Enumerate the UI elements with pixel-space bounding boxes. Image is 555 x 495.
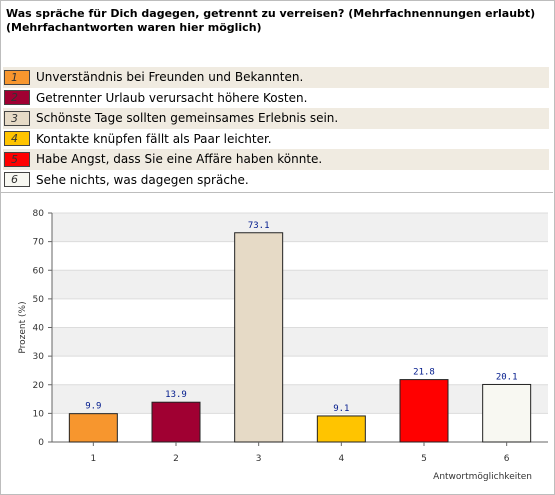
x-tick-label: 5	[421, 454, 427, 464]
x-tick-label: 4	[338, 454, 344, 464]
data-label: 73.1	[248, 221, 270, 231]
bar	[482, 383, 532, 443]
y-tick-label: 40	[33, 324, 45, 334]
legend-label: Unverständnis bei Freunden und Bekannten…	[36, 70, 304, 85]
x-tick-label: 6	[504, 454, 510, 464]
question-note: (Mehrfachantworten waren hier möglich)	[6, 21, 262, 34]
legend-swatch: 6	[4, 172, 30, 188]
data-label: 20.1	[496, 372, 518, 382]
legend-swatch: 4	[4, 131, 30, 147]
y-tick-label: 30	[33, 352, 45, 362]
grid-band	[52, 213, 548, 242]
legend-item: 4 Kontakte knüpfen fällt als Paar leicht…	[3, 129, 549, 150]
bar	[399, 379, 449, 443]
x-tick-label: 1	[90, 454, 96, 464]
answer-legend: 1 Unverständnis bei Freunden und Bekannt…	[3, 67, 549, 190]
legend-swatch: 2	[4, 90, 30, 106]
legend-label: Getrennter Urlaub verursacht höhere Kost…	[36, 90, 308, 105]
y-tick-label: 0	[38, 438, 44, 448]
panel-divider	[0, 192, 553, 193]
data-label: 13.9	[165, 390, 187, 400]
grid-band	[52, 327, 548, 357]
data-label: 9.9	[85, 402, 101, 412]
grid-band	[52, 384, 548, 414]
legend-item: 3 Schönste Tage sollten gemeinsames Erle…	[3, 108, 549, 129]
x-tick-label: 2	[173, 454, 179, 464]
bar-chart: 0 10 20 30 40 50 60 70 80 9.9 1 13.9 2 73.1 3 9.1 4 21.8 5…	[18, 209, 548, 482]
bar	[68, 413, 118, 443]
legend-item: 1 Unverständnis bei Freunden und Bekannt…	[3, 67, 549, 88]
legend-item: 5 Habe Angst, dass Sie eine Affäre haben…	[3, 149, 549, 170]
legend-swatch: 1	[4, 69, 30, 85]
y-axis-title: Prozent (%)	[18, 301, 28, 353]
y-tick-label: 50	[33, 295, 45, 305]
x-axis-title: Antwortmöglichkeiten	[433, 472, 532, 482]
bar	[316, 415, 366, 443]
legend-swatch: 5	[4, 151, 30, 167]
y-tick-label: 60	[33, 266, 45, 276]
legend-item: 2 Getrennter Urlaub verursacht höhere Ko…	[3, 88, 549, 109]
bar	[151, 401, 201, 443]
y-tick-label: 20	[33, 381, 45, 391]
bar	[234, 232, 284, 443]
legend-label: Schönste Tage sollten gemeinsames Erlebn…	[36, 111, 339, 126]
x-tick-label: 3	[256, 454, 262, 464]
y-tick-label: 10	[33, 409, 45, 419]
legend-label: Sehe nichts, was dagegen spräche.	[36, 172, 249, 187]
data-label: 21.8	[413, 368, 435, 378]
legend-item: 6 Sehe nichts, was dagegen spräche.	[3, 170, 549, 191]
grid-band	[52, 270, 548, 299]
legend-label: Kontakte knüpfen fällt als Paar leichter…	[36, 131, 272, 146]
legend-swatch: 3	[4, 110, 30, 126]
question-title: Was spräche für Dich dagegen, getrennt z…	[6, 7, 536, 20]
data-label: 9.1	[333, 404, 349, 414]
question-block: Was spräche für Dich dagegen, getrennt z…	[6, 7, 546, 35]
legend-label: Habe Angst, dass Sie eine Affäre haben k…	[36, 152, 323, 167]
y-tick-label: 70	[33, 238, 45, 248]
y-tick-label: 80	[33, 209, 45, 219]
